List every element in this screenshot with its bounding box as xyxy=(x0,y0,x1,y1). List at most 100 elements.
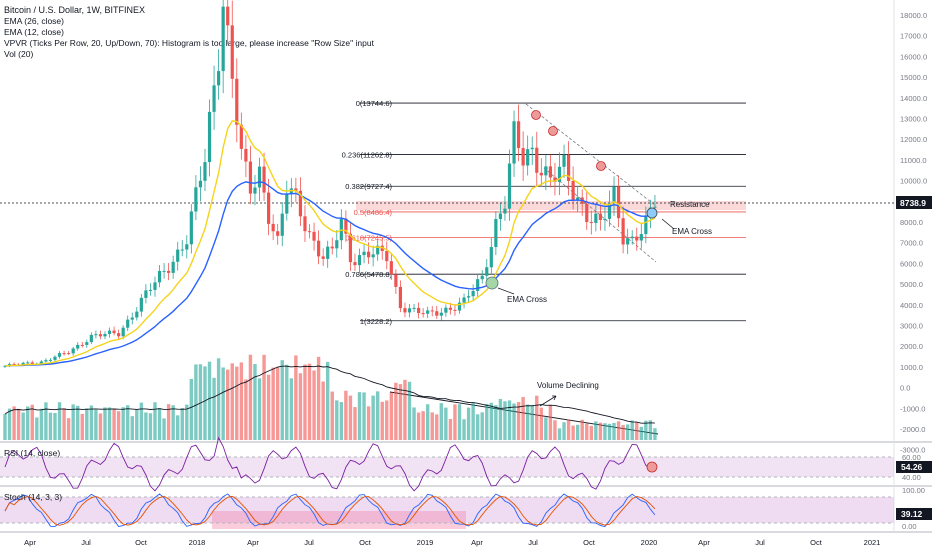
volume-bar xyxy=(207,361,212,440)
volume-declining-label: Volume Declining xyxy=(537,381,599,390)
candle-body xyxy=(589,222,593,224)
candle-body xyxy=(239,124,243,149)
candle-body xyxy=(448,307,453,310)
volume-bar xyxy=(35,417,39,440)
candle-body xyxy=(576,197,580,201)
candle-body xyxy=(271,223,275,232)
candle-body xyxy=(307,231,312,233)
volume-bar xyxy=(503,401,507,440)
volume-bar xyxy=(16,408,21,440)
volume-bar xyxy=(194,364,198,440)
candle-body xyxy=(457,302,462,311)
candle-body xyxy=(407,308,412,313)
candle-body xyxy=(144,290,148,298)
time-axis-label: 2021 xyxy=(864,538,881,547)
candle-body xyxy=(498,213,503,220)
volume-bar xyxy=(271,367,275,440)
volume-bar xyxy=(366,406,371,440)
candle-body xyxy=(566,154,571,181)
volume-bar xyxy=(412,407,416,440)
candle-body xyxy=(416,307,421,314)
price-axis-label: 4000.0 xyxy=(900,301,923,310)
candle-body xyxy=(485,267,489,276)
volume-bar xyxy=(607,423,612,440)
volume-bar xyxy=(466,407,471,440)
volume-bar xyxy=(385,400,389,440)
candle-body xyxy=(171,261,175,273)
candle-body xyxy=(585,203,589,223)
volume-bar xyxy=(76,405,80,440)
candle-body xyxy=(85,342,89,345)
volume-bar xyxy=(548,404,553,440)
candle-body xyxy=(280,213,284,236)
candle-body xyxy=(89,334,93,343)
volume-bar xyxy=(348,395,353,440)
time-axis-label: Oct xyxy=(583,538,596,547)
volume-bar xyxy=(148,413,153,440)
candle-body xyxy=(203,162,207,181)
volume-bar xyxy=(248,354,253,440)
candle-body xyxy=(635,236,639,241)
ema-cross-arrow xyxy=(661,218,675,230)
candle-body xyxy=(167,270,171,273)
fib-retracement[interactable]: 0(13744.6) 0.236(11262.8) 0.382(9727.4) 0.5… xyxy=(342,99,746,326)
candle-body xyxy=(103,333,107,337)
candle-body xyxy=(321,256,325,259)
candle-body xyxy=(489,247,493,268)
candle-body xyxy=(44,360,48,362)
candle-body xyxy=(557,166,562,182)
candle-body xyxy=(30,362,34,364)
candle-body xyxy=(362,251,366,256)
time-axis[interactable]: Apr Jul Oct 2018 Apr Jul Oct 2019 Apr Jul Oct 2020 A… xyxy=(24,538,880,547)
fib-level-label: 0.786(5478.8) xyxy=(345,270,392,279)
time-axis-label: Oct xyxy=(810,538,823,547)
volume-bar xyxy=(639,426,643,440)
volume-bar xyxy=(30,404,34,440)
candle-body xyxy=(553,177,557,182)
candle-body xyxy=(626,238,630,245)
volume-bar xyxy=(444,407,448,440)
price-axis-label: -2000.0 xyxy=(900,425,925,434)
volume-bar xyxy=(180,407,184,440)
volume-bar xyxy=(407,381,412,440)
candle-body xyxy=(76,344,80,349)
candle-body xyxy=(57,353,62,357)
candle-body xyxy=(594,213,598,223)
candle-body xyxy=(62,353,66,355)
volume-bar xyxy=(516,402,521,440)
volume-bar xyxy=(153,402,157,440)
price-axis-label: 2000.0 xyxy=(900,342,923,351)
candle-body xyxy=(221,6,225,72)
volume-bar xyxy=(448,418,453,440)
indicator-label-volume: Vol (20) xyxy=(4,49,33,59)
volume-bar xyxy=(375,391,380,440)
candle-body xyxy=(507,163,512,209)
volume-bar xyxy=(44,402,48,440)
ema-cross-label-2: EMA Cross xyxy=(507,295,547,304)
candle-body xyxy=(603,218,607,220)
candle-body xyxy=(571,180,575,201)
time-axis-label: Jul xyxy=(81,538,91,547)
time-axis-label: Oct xyxy=(135,538,148,547)
candle-body xyxy=(180,249,184,251)
candle-body xyxy=(357,255,362,266)
rsi-value-tag xyxy=(896,461,932,473)
candle-body xyxy=(412,307,416,309)
volume-bar xyxy=(362,392,366,440)
volume-bar xyxy=(39,408,44,440)
volume-bar xyxy=(294,355,298,440)
stoch-value: 39.12 xyxy=(901,509,923,519)
time-axis-label: Jul xyxy=(528,538,538,547)
channel-upper-line xyxy=(525,103,657,207)
volume-bar xyxy=(7,408,12,440)
volume-bar xyxy=(398,384,403,440)
candle-body xyxy=(267,192,271,224)
volume-bar xyxy=(307,363,312,440)
rsi-line xyxy=(4,436,656,492)
volume-bar xyxy=(357,392,362,440)
volume-bar xyxy=(257,378,262,440)
price-axis-label: 10000.0 xyxy=(900,177,927,186)
volume-bar xyxy=(475,414,480,440)
indicator-label-ema12: EMA (12, close) xyxy=(4,27,64,37)
fib-level-label: 0.618(7245.5) xyxy=(345,234,392,243)
